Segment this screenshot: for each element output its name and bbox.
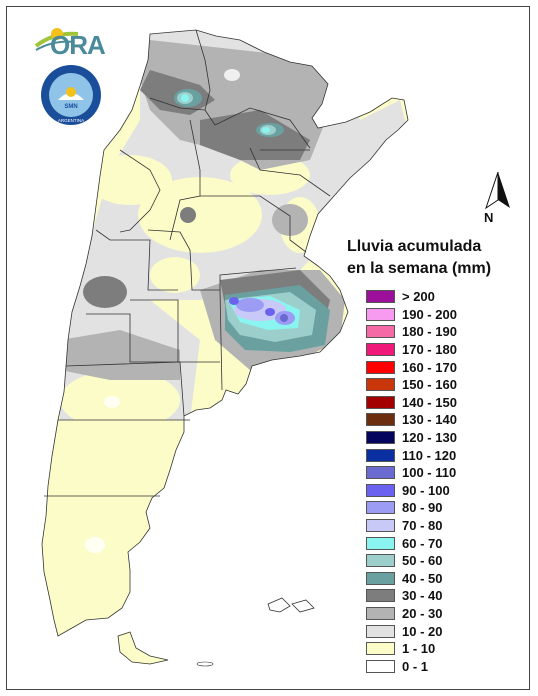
legend-swatch [366,307,395,321]
legend-swatch [366,378,395,392]
ora-logo-text: ORA [50,30,106,60]
legend-label: > 200 [402,289,435,305]
legend-swatch [366,483,395,497]
legend: > 200 190 - 200 180 - 190 170 - 180 160 - 17… [366,288,457,675]
legend-item: 60 - 70 [366,534,457,552]
legend-title-line1: Lluvia acumulada [347,238,482,255]
legend-label: 40 - 50 [402,570,443,586]
legend-swatch [366,642,395,656]
legend-label: 0 - 1 [402,658,429,674]
legend-item: 80 - 90 [366,499,457,517]
legend-label: 110 - 120 [402,447,457,463]
legend-label: 10 - 20 [402,623,443,639]
south-islands [196,661,214,667]
legend-swatch [366,448,395,462]
malvinas-islands [267,597,315,613]
legend-swatch [366,325,395,339]
legend-item: 150 - 160 [366,376,457,394]
legend-title-line2: en la semana (mm) [347,260,492,277]
legend-label: 150 - 160 [402,377,457,393]
legend-label: 30 - 40 [402,588,443,604]
legend-label: 50 - 60 [402,553,443,569]
seal-initials: SMN [64,104,77,110]
legend-swatch [366,413,395,427]
legend-swatch [366,290,395,304]
legend-item: 110 - 120 [366,446,457,464]
legend-swatch [366,589,395,603]
legend-item: 40 - 50 [366,570,457,588]
legend-item: 10 - 20 [366,622,457,640]
legend-item: 160 - 170 [366,358,457,376]
legend-item: 20 - 30 [366,605,457,623]
north-arrow-icon [485,171,510,210]
legend-item: 1 - 10 [366,640,457,658]
legend-swatch [366,519,395,533]
legend-label: 90 - 100 [402,482,450,498]
smn-seal: SMN ARGENTINA [40,64,102,126]
legend-swatch [366,571,395,585]
province-borders [41,29,409,637]
legend-label: 100 - 110 [402,465,457,481]
legend-item: 190 - 200 [366,306,457,324]
legend-swatch [366,395,395,409]
legend-item: 130 - 140 [366,411,457,429]
legend-item: > 200 [366,288,457,306]
legend-item: 90 - 100 [366,482,457,500]
legend-label: 130 - 140 [402,412,457,428]
legend-item: 180 - 190 [366,323,457,341]
legend-label: 160 - 170 [402,359,457,375]
legend-item: 0 - 1 [366,657,457,675]
legend-label: 1 - 10 [402,641,436,657]
legend-label: 170 - 180 [402,342,457,358]
ora-logo: ORA [34,24,114,60]
legend-label: 80 - 90 [402,500,443,516]
legend-label: 180 - 190 [402,324,457,340]
legend-swatch [366,606,395,620]
legend-label: 140 - 150 [402,394,457,410]
legend-item: 100 - 110 [366,464,457,482]
tierra-del-fuego [117,631,169,665]
legend-label: 20 - 30 [402,605,443,621]
legend-item: 170 - 180 [366,341,457,359]
legend-item: 30 - 40 [366,587,457,605]
legend-swatch [366,466,395,480]
legend-swatch [366,624,395,638]
legend-swatch [366,431,395,445]
legend-title: Lluvia acumulada en la semana (mm) [347,236,491,280]
legend-swatch [366,360,395,374]
legend-swatch [366,501,395,515]
legend-item: 120 - 130 [366,429,457,447]
ora-swoosh-icon [34,28,79,51]
seal-country: ARGENTINA [58,118,84,123]
legend-item: 140 - 150 [366,394,457,412]
north-label: N [484,210,494,225]
legend-label: 120 - 130 [402,430,457,446]
legend-label: 70 - 80 [402,518,443,534]
legend-item: 70 - 80 [366,517,457,535]
legend-swatch [366,343,395,357]
legend-swatch [366,536,395,550]
legend-label: 60 - 70 [402,535,443,551]
north-arrow [480,170,516,226]
legend-swatch [366,659,395,673]
legend-label: 190 - 200 [402,306,457,322]
legend-swatch [366,554,395,568]
legend-item: 50 - 60 [366,552,457,570]
